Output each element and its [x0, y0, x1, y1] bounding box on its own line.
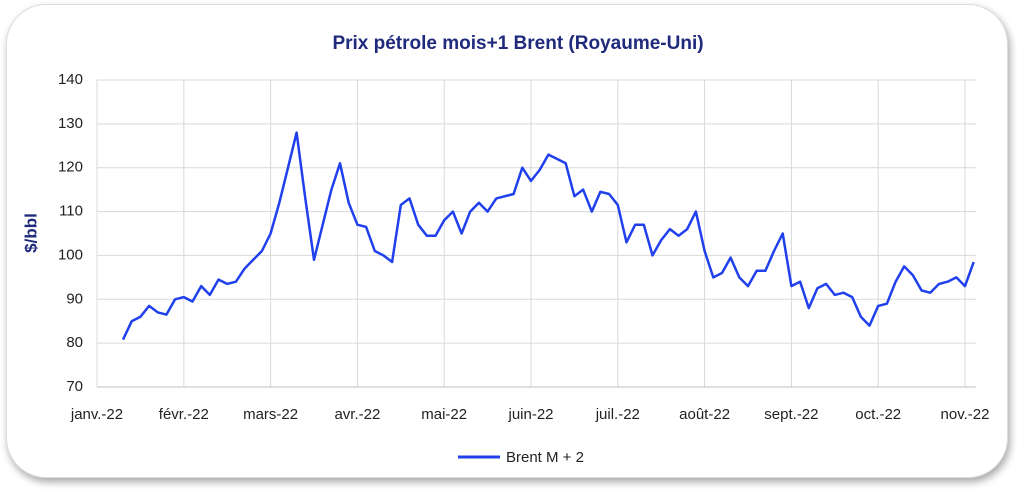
y-tick-label: 90 [66, 290, 83, 307]
x-tick-label: juin-22 [507, 406, 553, 423]
x-tick-label: avr.-22 [334, 406, 380, 423]
x-tick-label: mars-22 [243, 406, 298, 423]
y-tick-label: 100 [58, 246, 83, 263]
y-tick-label: 110 [59, 203, 83, 220]
y-axis-label: $/bbl [21, 213, 40, 253]
chart-title: Prix pétrole mois+1 Brent (Royaume-Uni) [332, 33, 703, 54]
y-tick-label: 70 [66, 378, 83, 395]
x-tick-label: sept.-22 [764, 406, 818, 423]
legend-label: Brent M + 2 [506, 449, 584, 466]
x-tick-label: janv.-22 [70, 406, 123, 423]
x-tick-label: juil.-22 [595, 406, 640, 423]
y-tick-label: 120 [58, 159, 83, 176]
x-tick-label: oct.-22 [855, 406, 901, 423]
x-tick-label: août-22 [679, 406, 730, 423]
y-tick-label: 80 [66, 334, 83, 351]
y-tick-label: 140 [58, 71, 83, 88]
data-line [121, 131, 975, 341]
y-tick-label: 130 [58, 115, 83, 132]
chart-card [6, 4, 1008, 478]
x-tick-label: févr.-22 [159, 406, 209, 423]
x-tick-label: nov.-22 [941, 406, 990, 423]
x-tick-label: mai-22 [421, 406, 467, 423]
